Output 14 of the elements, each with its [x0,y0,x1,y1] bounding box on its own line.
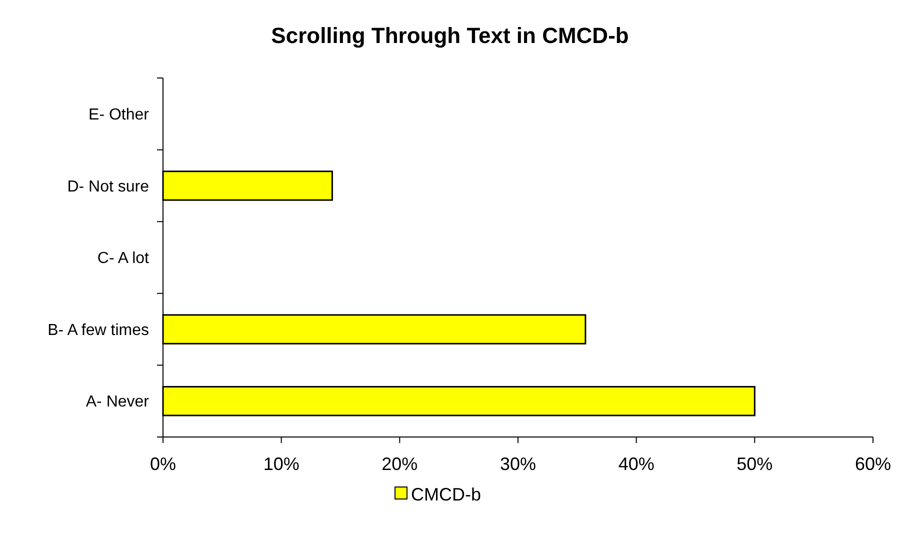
chart-title: Scrolling Through Text in CMCD-b [271,23,629,48]
y-tick-label: E- Other [88,106,150,124]
x-tick-label: 40% [618,454,654,474]
y-tick-label: C- A lot [97,250,150,268]
x-tick-label: 10% [263,454,300,474]
x-tick-label: 30% [500,454,536,474]
x-tick-label: 0% [150,454,176,474]
x-tick-label: 20% [382,454,418,474]
x-tick-label: 50% [736,454,773,474]
legend-label: CMCD-b [411,484,481,504]
x-tick-label: 60% [854,454,892,474]
y-tick-label: D- Not sure [67,178,150,196]
y-tick-label: A- Never [86,394,150,411]
y-tick-label: B- A few times [48,322,149,339]
